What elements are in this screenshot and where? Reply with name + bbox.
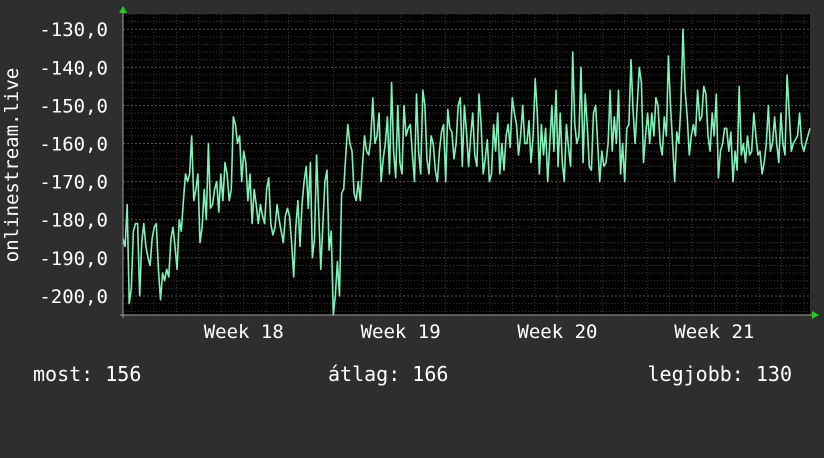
x-tick-label: Week 21: [674, 321, 754, 343]
stat-now-value: 156: [105, 362, 142, 386]
y-axis-arrow-icon: [119, 6, 127, 13]
footer-stats: most: 156 átlag: 166 legjobb: 130: [0, 362, 824, 390]
y-tick-label: -200,0: [39, 286, 108, 308]
y-tick-label: -130,0: [39, 19, 108, 41]
stat-average-value: 166: [412, 362, 449, 386]
x-axis-arrow-icon: [812, 311, 819, 319]
series-line: [122, 28, 811, 316]
y-tick-label: -160,0: [39, 134, 108, 156]
y-tick-label: -170,0: [39, 172, 108, 194]
x-tick-label: Week 19: [361, 321, 441, 343]
stat-now: most: 156: [33, 362, 141, 386]
stat-average: átlag: 166: [328, 362, 448, 386]
stat-best: legjobb: 130: [648, 362, 793, 386]
chart: -130,0 -140,0 -150,0 -160,0 -170,0 -180,0 -190…: [1, 6, 819, 343]
x-tick-labels: Week 18 Week 19 Week 20 Week 21: [204, 321, 755, 343]
y-tick-label: -190,0: [39, 248, 108, 270]
y-tick-labels: -130,0 -140,0 -150,0 -160,0 -170,0 -180,0 -190…: [39, 19, 108, 308]
plot-background: [123, 14, 810, 315]
x-tick-label: Week 18: [204, 321, 284, 343]
y-tick-label: -150,0: [39, 95, 108, 117]
x-tick-label: Week 20: [517, 321, 597, 343]
stat-best-label: legjobb:: [647, 362, 744, 386]
stat-best-value: 130: [755, 362, 792, 386]
horizontal-gridlines: [123, 13, 810, 312]
y-tick-label: -140,0: [39, 57, 108, 79]
y-axis-label: onlinestream.live: [1, 68, 23, 262]
y-tick-label: -180,0: [39, 210, 108, 232]
stat-average-label: átlag:: [328, 362, 401, 386]
stat-now-label: most:: [33, 362, 94, 386]
